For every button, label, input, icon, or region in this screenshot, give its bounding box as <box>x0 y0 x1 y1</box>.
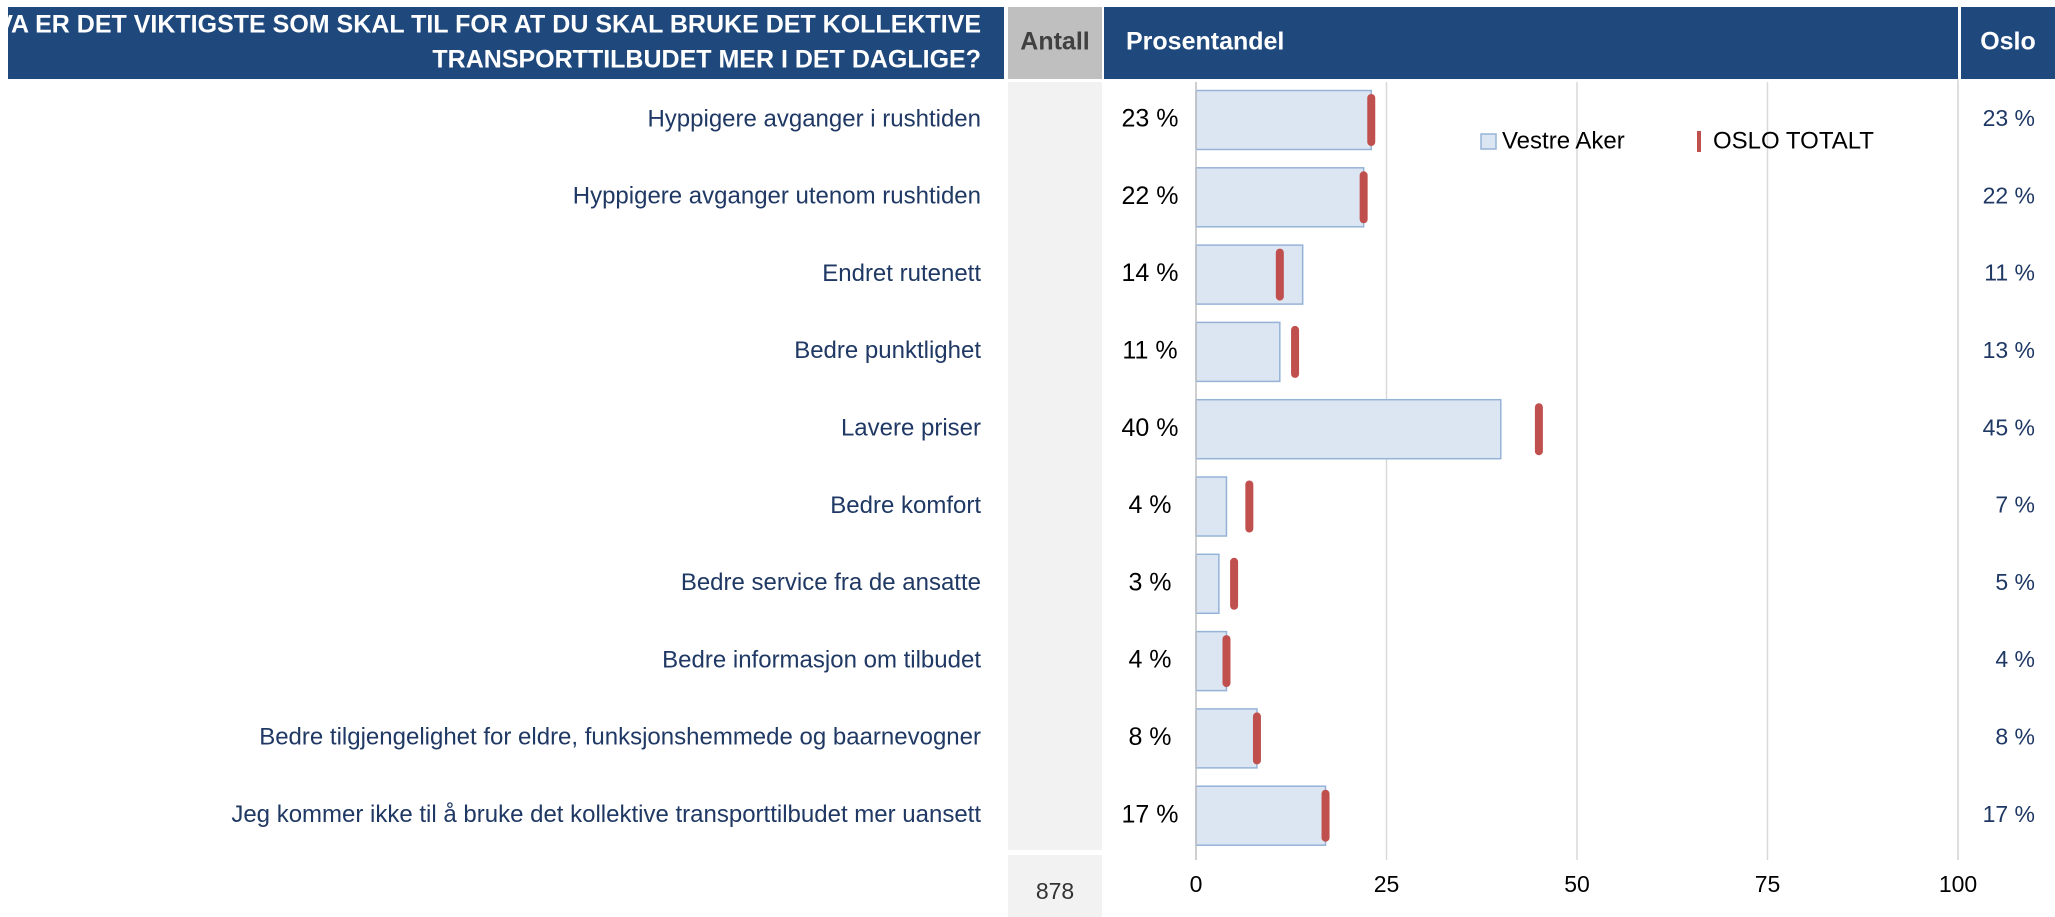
category-label: Bedre punktlighet <box>794 337 981 364</box>
legend-swatch <box>1480 133 1497 150</box>
total-marker <box>1359 171 1368 224</box>
value-label: 22 % <box>1122 182 1179 210</box>
category-label: Endret rutenett <box>822 260 981 287</box>
total-marker <box>1275 248 1284 301</box>
value-label: 40 % <box>1122 414 1179 442</box>
x-tick-label: 25 <box>1374 871 1400 897</box>
bar <box>1195 553 1220 615</box>
total-marker <box>1367 94 1376 146</box>
total-marker <box>1252 712 1261 765</box>
value-label: 4 % <box>1128 491 1171 519</box>
value-label: 23 % <box>1122 105 1179 133</box>
total-marker <box>1230 557 1239 610</box>
legend-label: OSLO TOTALT <box>1713 127 1874 154</box>
category-label: Bedre tilgjengelighet for eldre, funksjo… <box>259 724 981 751</box>
total-value-label: 11 % <box>1984 260 2035 286</box>
total-marker <box>1534 403 1543 456</box>
total-value-label: 17 % <box>1983 801 2035 827</box>
total-value-label: 8 % <box>1995 723 2035 749</box>
total-value-label: 7 % <box>1995 492 2035 518</box>
value-label: 11 % <box>1122 337 1177 365</box>
count-column <box>1008 82 1102 850</box>
total-marker <box>1245 480 1254 533</box>
value-label: 4 % <box>1128 646 1171 674</box>
bar <box>1195 630 1228 692</box>
bar <box>1195 398 1502 460</box>
total-marker <box>1291 325 1300 378</box>
total-value-label: 4 % <box>1995 646 2035 672</box>
x-tick-label: 50 <box>1564 871 1590 897</box>
total-value-label: 23 % <box>1983 105 2035 131</box>
category-label: Hyppigere avganger utenom rushtiden <box>573 183 981 210</box>
bar <box>1195 708 1258 769</box>
bar <box>1195 167 1365 228</box>
legend-label: Vestre Aker <box>1502 127 1625 154</box>
category-label: Jeg kommer ikke til å bruke det kollekti… <box>231 801 981 828</box>
total-value-label: 13 % <box>1983 337 2035 363</box>
value-label: 17 % <box>1122 800 1179 828</box>
bar <box>1195 476 1228 537</box>
category-label: Bedre komfort <box>830 492 981 519</box>
category-label: Lavere priser <box>841 415 981 442</box>
value-label: 3 % <box>1128 568 1171 596</box>
value-label: 8 % <box>1128 723 1171 751</box>
bar <box>1195 321 1281 383</box>
title-band <box>8 7 1004 79</box>
total-header: Oslo <box>1980 28 2036 56</box>
x-tick-label: 0 <box>1190 871 1203 897</box>
value-label: 14 % <box>1122 259 1179 287</box>
total-marker <box>1321 789 1330 842</box>
bar <box>1195 244 1304 305</box>
count-header: Antall <box>1020 28 1089 56</box>
share-header: Prosentandel <box>1126 28 1284 56</box>
x-tick-label: 100 <box>1939 871 1977 897</box>
count-header-bg <box>1008 7 1102 79</box>
legend-swatch <box>1697 131 1701 152</box>
share-header-bg <box>1104 7 1958 79</box>
category-label: Hyppigere avganger i rushtiden <box>647 105 981 132</box>
count-cell <box>1008 855 1102 917</box>
bar <box>1195 89 1373 151</box>
bar <box>1195 785 1327 846</box>
total-marker <box>1222 635 1231 688</box>
title-line: HVA ER DET VIKTIGSTE SOM SKAL TIL FOR AT… <box>0 11 981 39</box>
count-value: 878 <box>1036 878 1074 904</box>
total-value-label: 45 % <box>1983 414 2035 440</box>
total-header-bg <box>1961 7 2055 79</box>
category-label: Bedre informasjon om tilbudet <box>662 646 981 673</box>
total-value-label: 22 % <box>1983 182 2035 208</box>
x-tick-label: 75 <box>1755 871 1781 897</box>
category-label: Bedre service fra de ansatte <box>681 569 981 596</box>
title-line: TRANSPORTTILBUDET MER I DET DAGLIGE? <box>432 46 981 74</box>
total-value-label: 5 % <box>1995 569 2035 595</box>
